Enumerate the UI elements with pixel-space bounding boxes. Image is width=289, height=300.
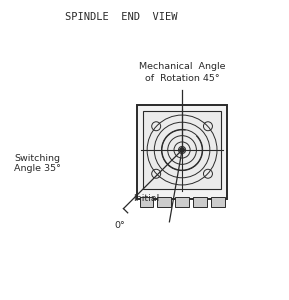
- Bar: [140, 197, 153, 207]
- Bar: [137, 105, 227, 199]
- Text: Initial: Initial: [134, 194, 160, 202]
- Text: of  Rotation 45°: of Rotation 45°: [145, 74, 219, 83]
- Bar: [158, 197, 171, 207]
- Bar: [211, 197, 225, 207]
- Text: Switching
Angle 35°: Switching Angle 35°: [14, 154, 61, 173]
- Bar: [193, 197, 207, 207]
- Text: Mechanical  Angle: Mechanical Angle: [139, 62, 225, 71]
- Text: SPINDLE  END  VIEW: SPINDLE END VIEW: [65, 12, 178, 22]
- Text: 0°: 0°: [114, 220, 125, 230]
- Bar: [175, 197, 189, 207]
- Bar: [143, 111, 221, 189]
- Circle shape: [180, 148, 184, 152]
